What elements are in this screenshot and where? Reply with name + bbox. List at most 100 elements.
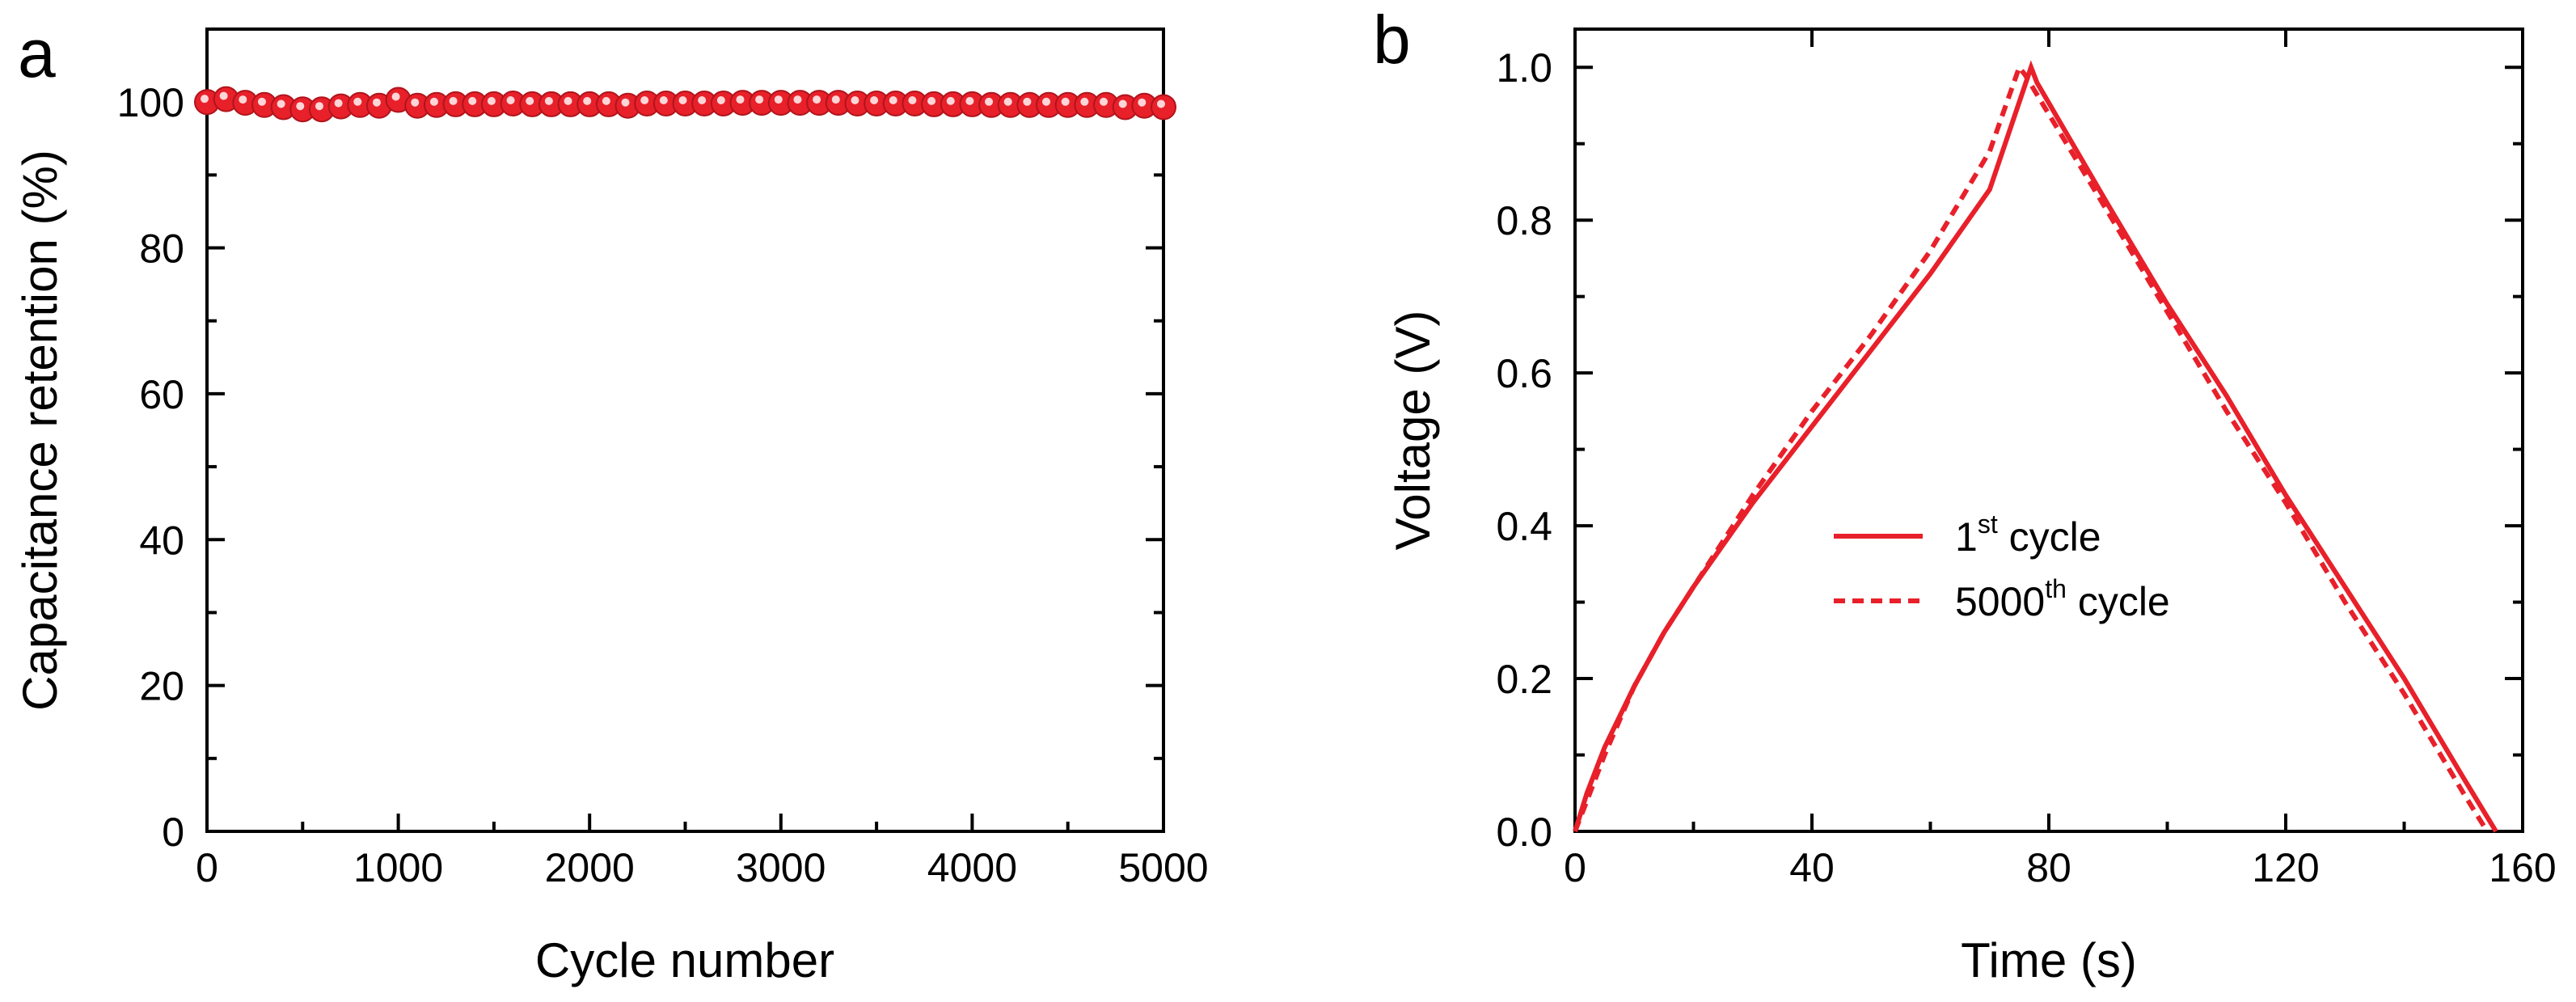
panel-a-data-point-highlight bbox=[870, 95, 879, 104]
panel-a-data-point-highlight bbox=[927, 96, 936, 105]
panel-a-data-point-highlight bbox=[1157, 99, 1165, 108]
legend-2-rest: cycle bbox=[2067, 579, 2170, 624]
panel-a-data-point-highlight bbox=[544, 96, 553, 105]
panel-a-data-point-highlight bbox=[449, 96, 458, 105]
panel-a-y-tick-label: 60 bbox=[139, 372, 184, 417]
legend-1-sup: st bbox=[1978, 509, 1998, 539]
panel-a-data-point-highlight bbox=[487, 96, 496, 105]
panel-b-y-tick-label: 0.2 bbox=[1496, 657, 1552, 702]
panel-b-plot-frame bbox=[1573, 27, 2524, 833]
panel-a-data-point-highlight bbox=[889, 95, 897, 104]
panel-a-label: a bbox=[18, 15, 56, 91]
panel-a-data-point-highlight bbox=[659, 95, 668, 104]
panel-a-x-axis-title: Cycle number bbox=[535, 933, 834, 987]
panel-a-data-point-highlight bbox=[831, 95, 840, 104]
panel-b: b 0 40 80 120 160 0.0 0.2 0.4 0.6 0.8 1.0 1st cyc… bbox=[1373, 2, 2557, 987]
panel-a-data-point-highlight bbox=[219, 91, 228, 100]
panel-a-data-point-highlight bbox=[774, 95, 783, 104]
panel-a-data-point-highlight bbox=[564, 96, 572, 105]
panel-a-data-point-highlight bbox=[257, 97, 266, 106]
panel-b-x-ticks: 0 40 80 120 160 bbox=[1564, 29, 2557, 890]
panel-a-data-point-highlight bbox=[755, 95, 764, 104]
panel-a-x-ticks: 0 1000 2000 3000 4000 5000 bbox=[196, 814, 1209, 890]
panel-b-series-lines bbox=[1573, 60, 2498, 833]
panel-a-data-point-highlight bbox=[946, 96, 955, 105]
panel-a-data-point-highlight bbox=[583, 96, 592, 105]
panel-b-x-tick-label: 40 bbox=[1789, 845, 1835, 890]
panel-a-data-point-highlight bbox=[621, 98, 630, 107]
panel-a-data-point-highlight bbox=[239, 95, 247, 104]
panel-a-plot-frame bbox=[205, 27, 1165, 833]
panel-a-x-tick-label: 3000 bbox=[736, 845, 826, 890]
panel-a-data-point-highlight bbox=[506, 95, 515, 104]
panel-a-data-point-highlight bbox=[716, 95, 725, 104]
panel-a-x-tick-label: 0 bbox=[196, 845, 218, 890]
panel-a-data-point-highlight bbox=[315, 102, 323, 111]
panel-a-data-point-highlight bbox=[965, 96, 974, 105]
legend-2-base: 5000 bbox=[1955, 579, 2045, 624]
panel-b-x-tick-label: 160 bbox=[2489, 845, 2556, 890]
panel-a-y-ticks: 0 20 40 60 80 100 bbox=[117, 80, 1163, 855]
panel-a-data-point-highlight bbox=[678, 95, 687, 104]
panel-a-x-tick-label: 2000 bbox=[545, 845, 635, 890]
panel-a-data-point-highlight bbox=[429, 97, 438, 106]
panel-a-data-points bbox=[194, 86, 1176, 123]
panel-b-y-tick-label: 0.6 bbox=[1496, 351, 1552, 396]
panel-a-data-point-highlight bbox=[526, 96, 534, 105]
panel-a-data-point-highlight bbox=[468, 96, 477, 105]
panel-a-x-tick-label: 4000 bbox=[927, 845, 1017, 890]
panel-a-data-point-highlight bbox=[1042, 97, 1051, 106]
panel-a-data-point-highlight bbox=[813, 95, 821, 104]
panel-a-data-point-highlight bbox=[1138, 98, 1147, 107]
panel-a-data-point-highlight bbox=[602, 96, 610, 105]
panel-a-data-point-highlight bbox=[334, 99, 343, 108]
panel-a-data-point-highlight bbox=[277, 99, 285, 108]
panel-a-y-axis-title: Capacitance retention (%) bbox=[13, 150, 67, 711]
legend-label-1st-cycle: 1st cycle bbox=[1955, 509, 2101, 560]
panel-b-label: b bbox=[1373, 2, 1411, 78]
panel-a-data-point-highlight bbox=[908, 95, 917, 104]
panel-a-data-point-highlight bbox=[640, 95, 649, 104]
panel-b-x-tick-label: 0 bbox=[1564, 845, 1586, 890]
panel-a-data-point-highlight bbox=[353, 97, 362, 106]
panel-a-data-point-highlight bbox=[985, 97, 994, 106]
panel-a-y-tick-label: 20 bbox=[139, 664, 184, 709]
panel-a-data-point-highlight bbox=[1061, 97, 1070, 106]
legend-1-base: 1 bbox=[1955, 514, 1978, 560]
panel-a-data-point-highlight bbox=[736, 95, 745, 104]
legend-label-5000th-cycle: 5000th cycle bbox=[1955, 574, 2170, 624]
panel-a-data-point-highlight bbox=[391, 92, 400, 101]
panel-a-data-point-highlight bbox=[851, 95, 859, 104]
panel-b-x-tick-label: 80 bbox=[2026, 845, 2071, 890]
panel-b-series-1st-cycle bbox=[1573, 60, 2498, 833]
panel-a-data-point-highlight bbox=[1118, 99, 1127, 108]
panel-b-series-5000th-cycle bbox=[1573, 61, 2489, 833]
panel-b-legend: 1st cycle 5000th cycle bbox=[1834, 509, 2170, 624]
panel-a: a 0 1000 2000 3000 4000 5000 0 20 40 60 80 100 Cyc… bbox=[13, 15, 1209, 987]
panel-a-y-tick-label: 40 bbox=[139, 518, 184, 563]
legend-1-rest: cycle bbox=[1998, 514, 2101, 560]
panel-a-data-point-highlight bbox=[1023, 97, 1032, 106]
panel-a-x-tick-label: 1000 bbox=[353, 845, 443, 890]
panel-a-y-tick-label: 100 bbox=[117, 80, 184, 125]
panel-b-x-tick-label: 120 bbox=[2252, 845, 2319, 890]
panel-a-data-point-highlight bbox=[1080, 97, 1089, 106]
panel-b-y-tick-label: 0.0 bbox=[1496, 810, 1552, 855]
panel-b-y-tick-label: 0.8 bbox=[1496, 198, 1552, 243]
panel-a-y-tick-label: 0 bbox=[162, 810, 184, 855]
panel-b-y-tick-label: 0.4 bbox=[1496, 504, 1552, 549]
legend-2-sup: th bbox=[2045, 574, 2067, 603]
panel-a-data-point-highlight bbox=[411, 98, 420, 107]
panel-a-data-point-highlight bbox=[698, 95, 707, 104]
panel-a-x-tick-label: 5000 bbox=[1118, 845, 1208, 890]
panel-b-x-axis-title: Time (s) bbox=[1961, 933, 2137, 987]
panel-b-y-tick-label: 1.0 bbox=[1496, 45, 1552, 91]
panel-a-data-point-highlight bbox=[296, 102, 305, 111]
panel-b-y-ticks: 0.0 0.2 0.4 0.6 0.8 1.0 bbox=[1496, 45, 2523, 855]
panel-a-data-point-highlight bbox=[1100, 97, 1109, 106]
panel-a-data-point-highlight bbox=[1003, 97, 1012, 106]
panel-a-y-tick-label: 80 bbox=[139, 226, 184, 272]
panel-a-data-point-highlight bbox=[372, 98, 381, 107]
panel-b-y-axis-title: Voltage (V) bbox=[1386, 311, 1440, 551]
